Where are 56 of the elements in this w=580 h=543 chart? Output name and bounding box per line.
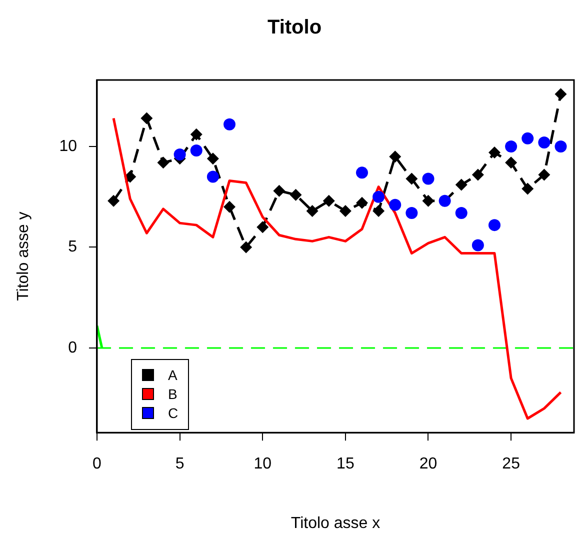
point (455, 178, 468, 191)
point (256, 221, 269, 234)
point (224, 118, 236, 130)
point (339, 204, 352, 217)
point (190, 144, 202, 157)
point (522, 132, 534, 144)
point (206, 170, 219, 183)
point (472, 239, 484, 252)
x-axis-title: Titolo asse x (290, 514, 380, 532)
point (306, 204, 318, 217)
point (505, 156, 518, 169)
point (389, 150, 402, 163)
point (174, 148, 186, 161)
point (522, 182, 534, 195)
point (372, 190, 385, 203)
y-tick-label: 0 (68, 339, 78, 356)
point (554, 88, 567, 100)
x-tick-label: 0 (92, 456, 102, 473)
y-tick-label: 5 (68, 238, 78, 256)
chart-title: Titolo (267, 16, 322, 39)
point (356, 196, 368, 209)
y-axis-title: Titolo asse y (15, 212, 32, 301)
point (472, 168, 484, 181)
x-tick-label: 5 (175, 456, 184, 473)
point (389, 198, 402, 211)
x-tick-label: 25 (502, 456, 520, 473)
x-tick-label: 20 (419, 456, 438, 473)
point (422, 194, 434, 207)
point (322, 194, 335, 207)
point (157, 156, 170, 169)
x-tick-label: 10 (254, 456, 272, 473)
legend-label: B (168, 384, 178, 404)
point (538, 168, 550, 181)
point (140, 112, 153, 124)
point (273, 184, 286, 197)
point (538, 136, 550, 148)
legend-label: C (168, 404, 178, 423)
point (108, 194, 120, 207)
point (422, 172, 434, 185)
point (554, 140, 567, 152)
point (206, 152, 219, 165)
point (356, 166, 368, 179)
point (240, 241, 252, 254)
point (190, 128, 202, 140)
point (488, 146, 500, 159)
point (455, 206, 468, 219)
x-tick-label: 15 (336, 456, 354, 473)
point (224, 200, 236, 213)
y-tick-label: 10 (59, 138, 78, 155)
point (406, 172, 418, 185)
point (488, 219, 500, 232)
legend-label: A (168, 366, 178, 385)
point (505, 140, 518, 152)
point (372, 204, 385, 217)
point (406, 206, 418, 219)
point (290, 188, 302, 201)
